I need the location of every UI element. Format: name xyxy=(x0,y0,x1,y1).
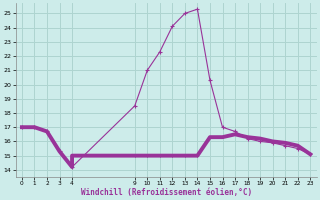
X-axis label: Windchill (Refroidissement éolien,°C): Windchill (Refroidissement éolien,°C) xyxy=(81,188,252,197)
